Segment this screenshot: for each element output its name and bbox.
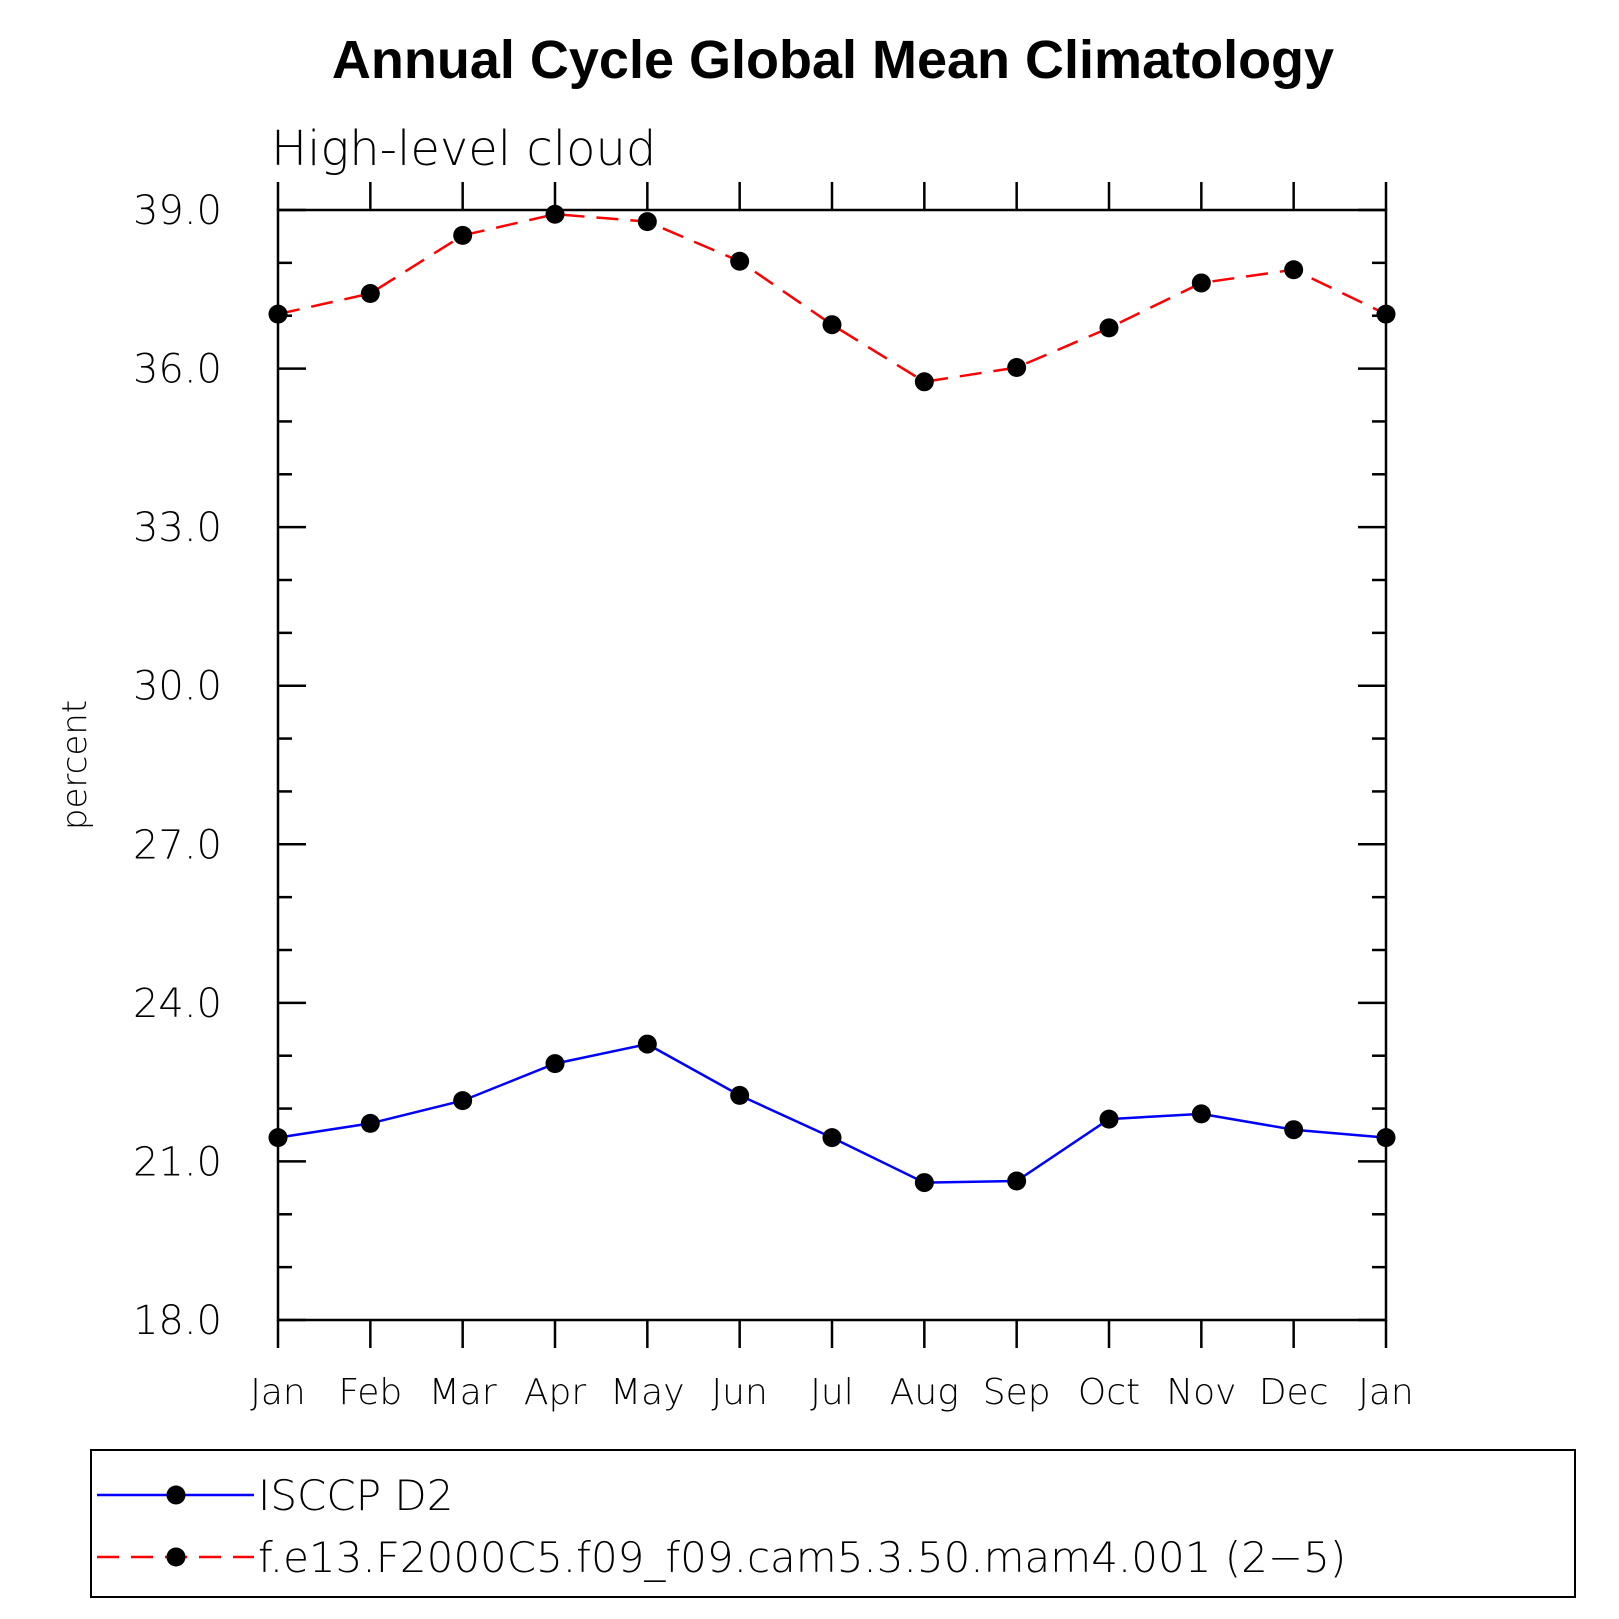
data-point-2 xyxy=(1284,260,1304,280)
y-tick-label: 18.0 xyxy=(133,1298,222,1344)
x-tick-label: Mar xyxy=(429,1372,497,1413)
data-point-2 xyxy=(914,372,934,392)
x-tick-label: Jan xyxy=(1358,1372,1414,1413)
x-tick-label: Dec xyxy=(1259,1372,1329,1413)
y-tick-label: 30.0 xyxy=(133,664,222,710)
data-point-2 xyxy=(360,284,380,304)
series-line-2 xyxy=(277,212,1387,384)
data-point-1 xyxy=(1191,1104,1211,1124)
x-tick-label: Feb xyxy=(338,1372,402,1413)
series-points xyxy=(268,204,1396,1193)
series-line-1 xyxy=(277,1042,1387,1184)
data-point-2 xyxy=(637,212,657,232)
chart-subtitle: High-level cloud xyxy=(271,121,656,177)
x-tick-label: Nov xyxy=(1166,1372,1236,1413)
legend-label-1: ISCCP D2 xyxy=(258,1471,453,1520)
y-axis-label: percent xyxy=(55,700,95,830)
x-tick-label: Oct xyxy=(1078,1372,1140,1413)
data-point-1 xyxy=(822,1128,842,1148)
data-point-1 xyxy=(360,1113,380,1133)
x-tick-label: Sep xyxy=(983,1372,1051,1413)
x-tick-label: Apr xyxy=(524,1372,586,1413)
chart-title: Annual Cycle Global Mean Climatology xyxy=(332,30,1334,90)
x-tick-labels: Jan Feb Mar Apr May Jun Jul Aug Sep Oct Nov Dec Jan xyxy=(250,1372,1414,1413)
data-point-2 xyxy=(453,225,473,245)
data-point-2 xyxy=(730,251,750,271)
data-point-2 xyxy=(1376,304,1396,324)
x-tick-label: Jun xyxy=(712,1372,768,1413)
data-point-1 xyxy=(1376,1128,1396,1148)
legend-marker-2 xyxy=(166,1547,186,1567)
data-point-1 xyxy=(268,1128,288,1148)
data-point-2 xyxy=(822,315,842,335)
data-point-2 xyxy=(1191,273,1211,293)
legend-box xyxy=(90,1449,1576,1598)
plot-axes xyxy=(276,182,1388,1348)
y-tick-labels: 18.0 21.0 24.0 27.0 30.0 33.0 36.0 39.0 xyxy=(133,188,222,1344)
data-point-1 xyxy=(914,1173,934,1193)
data-point-1 xyxy=(1007,1171,1027,1191)
data-point-1 xyxy=(1284,1120,1304,1140)
data-point-2 xyxy=(268,304,288,324)
data-point-1 xyxy=(545,1054,565,1074)
legend-marker-1 xyxy=(166,1485,186,1505)
x-tick-label: Jul xyxy=(810,1372,853,1413)
series-lines xyxy=(277,212,1387,1184)
legend: ISCCP D2 f.e13.F2000C5.f09_f09.cam5.3.50.… xyxy=(90,1449,1576,1598)
legend-label-2: f.e13.F2000C5.f09_f09.cam5.3.50.mam4.001… xyxy=(258,1533,1346,1582)
data-point-2 xyxy=(1099,318,1119,338)
y-tick-label: 27.0 xyxy=(133,822,222,868)
x-tick-label: Aug xyxy=(890,1372,959,1413)
x-tick-label: Jan xyxy=(250,1372,306,1413)
y-tick-label: 33.0 xyxy=(133,505,222,551)
plot-frame xyxy=(276,208,1388,1322)
data-point-2 xyxy=(545,204,565,224)
y-tick-label: 39.0 xyxy=(133,188,222,234)
y-tick-label: 36.0 xyxy=(133,347,222,393)
data-point-1 xyxy=(730,1085,750,1105)
x-tick-label: May xyxy=(610,1372,684,1413)
y-tick-label: 24.0 xyxy=(133,981,222,1027)
y-tick-label: 21.0 xyxy=(133,1139,222,1185)
data-point-1 xyxy=(453,1091,473,1111)
data-point-1 xyxy=(1099,1109,1119,1129)
data-point-1 xyxy=(637,1034,657,1054)
data-point-2 xyxy=(1007,358,1027,378)
